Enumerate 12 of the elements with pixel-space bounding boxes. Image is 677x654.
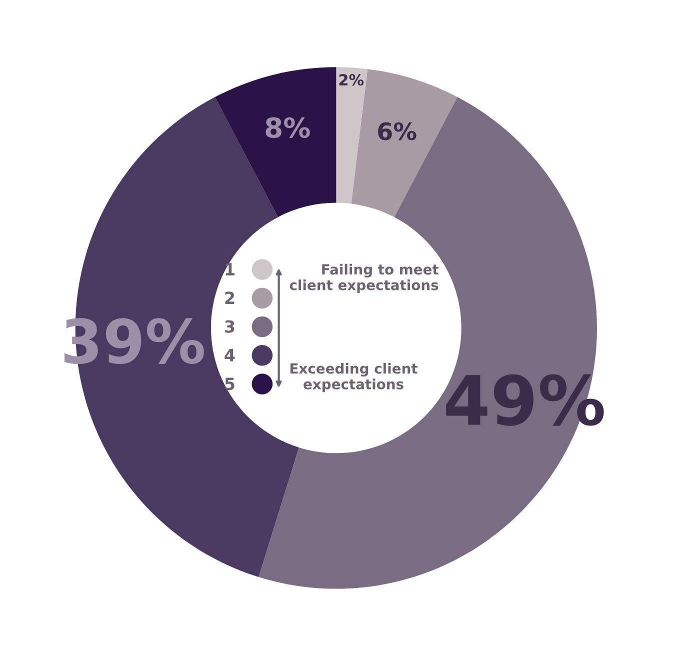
legend-label: 2	[225, 292, 234, 304]
donut-slice	[214, 67, 336, 218]
text: Failing to meet client expectations	[290, 264, 439, 293]
text: Exceeding client expectations	[290, 362, 418, 392]
legend-label: 1	[226, 263, 234, 276]
data-label: 8%	[266, 117, 310, 138]
data-label: 2%	[339, 74, 364, 86]
legend-label: 4	[224, 349, 235, 362]
legend-label: 5	[225, 378, 234, 390]
data-label: 6%	[378, 122, 416, 140]
donut-slice	[336, 67, 368, 204]
legend-label: 3	[225, 320, 234, 333]
